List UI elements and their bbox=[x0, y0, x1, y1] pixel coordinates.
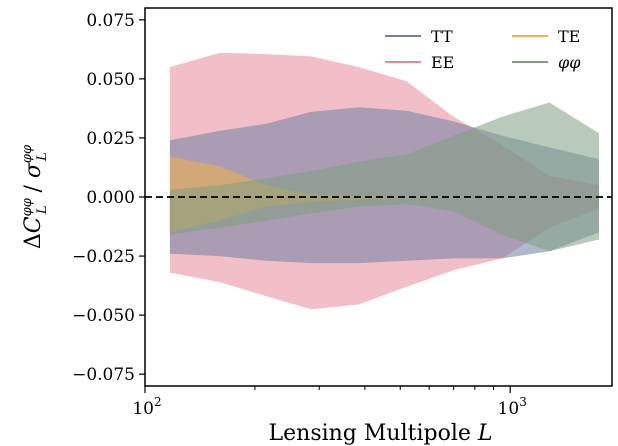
legend-label: EE bbox=[431, 53, 454, 72]
y-tick-label: −0.075 bbox=[72, 365, 135, 385]
y-tick-label: −0.050 bbox=[72, 306, 135, 326]
x-axis-label: Lensing Multipole L bbox=[269, 421, 493, 446]
y-tick-label: 0.000 bbox=[86, 188, 135, 208]
legend-item-te: TE bbox=[512, 27, 580, 46]
axes-layer: 0.075 0.050 0.025 0.000 −0.025 −0.050 −0.075 10… bbox=[72, 7, 613, 419]
legend-item-phiphi: φφ bbox=[512, 53, 581, 72]
legend-label: TE bbox=[558, 27, 580, 46]
axis-labels-layer: Lensing Multipole L ΔCφφL / σφφL bbox=[20, 144, 492, 446]
legend-label: TT bbox=[431, 27, 453, 46]
y-tick-label: 0.025 bbox=[86, 129, 135, 149]
legend: TT EE TE φφ bbox=[385, 27, 581, 72]
x-tick-label: 102 bbox=[132, 395, 161, 419]
legend-item-ee: EE bbox=[385, 53, 454, 72]
y-tick-label: 0.050 bbox=[86, 70, 135, 90]
y-tick-label: 0.075 bbox=[86, 11, 135, 31]
bands-layer bbox=[169, 52, 599, 310]
legend-item-tt: TT bbox=[385, 27, 453, 46]
y-axis-label: ΔCφφL / σφφL bbox=[20, 144, 50, 249]
y-tick-label: −0.025 bbox=[72, 247, 135, 267]
band-phiphi bbox=[169, 102, 599, 252]
x-tick-label: 103 bbox=[498, 395, 527, 419]
legend-label: φφ bbox=[558, 53, 581, 72]
